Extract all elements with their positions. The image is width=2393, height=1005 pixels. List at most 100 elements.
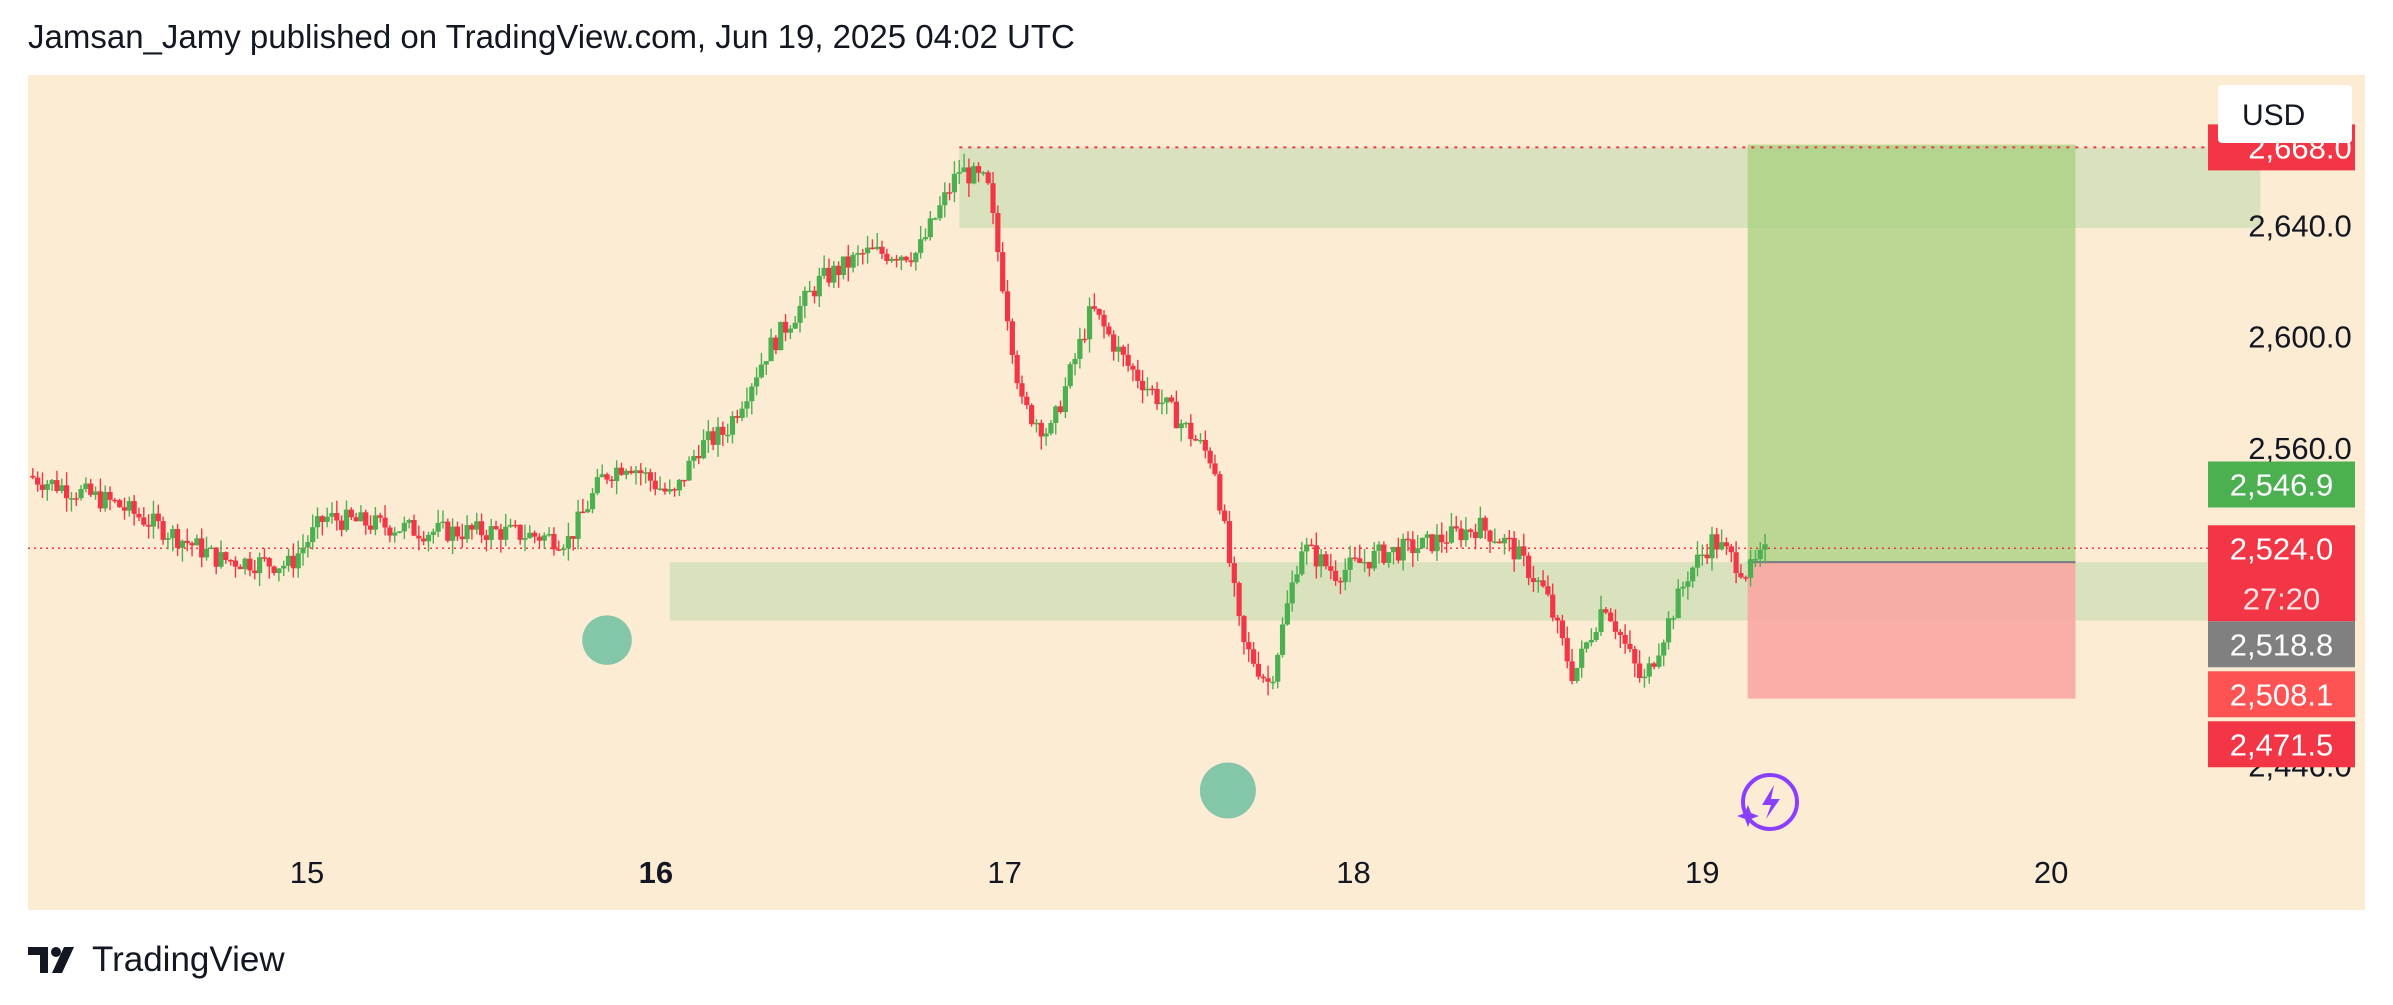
candle-body — [1236, 583, 1242, 616]
candle-body — [1328, 566, 1334, 571]
candle-body — [1202, 439, 1208, 451]
candle-body — [1636, 663, 1643, 679]
candle-body — [1608, 612, 1614, 622]
candle-body — [1173, 401, 1179, 429]
candle-body — [411, 519, 417, 536]
candle-body — [1709, 534, 1715, 559]
candle-body — [276, 568, 282, 574]
candle-body — [353, 517, 359, 522]
candle-body — [1627, 643, 1633, 649]
x-tick-label: 18 — [1336, 855, 1370, 890]
candle-body — [614, 467, 620, 482]
candle-body — [300, 547, 306, 554]
candle-body — [1231, 563, 1237, 584]
candle-body — [1477, 517, 1483, 539]
position-target-zone[interactable] — [1747, 144, 2076, 563]
candle-body — [1168, 397, 1175, 402]
candle-body — [749, 386, 755, 402]
candle-body — [956, 172, 962, 174]
currency-button[interactable]: USD — [2218, 85, 2352, 143]
candle-body — [879, 246, 885, 254]
candle-body — [995, 213, 1001, 253]
candle-body — [1501, 537, 1508, 544]
candle-body — [1067, 364, 1073, 387]
candle-body — [150, 513, 157, 527]
candle-body — [1564, 638, 1570, 662]
candle-body — [203, 548, 210, 558]
candle-body — [667, 489, 673, 492]
candle-body — [1149, 388, 1155, 391]
candle-body — [218, 552, 224, 567]
position-stop-zone[interactable] — [1747, 562, 2076, 699]
candle-body — [975, 166, 982, 173]
marker-circle-0[interactable] — [582, 615, 632, 665]
candle-body — [1434, 534, 1440, 552]
candle-body — [305, 542, 311, 548]
candle-body — [488, 526, 494, 540]
candle-body — [927, 218, 933, 238]
candle-body — [1222, 510, 1228, 522]
candle-body — [459, 536, 465, 540]
candle-body — [1443, 542, 1450, 544]
candle-body — [609, 479, 615, 482]
candle-body — [1246, 642, 1252, 650]
price-chart[interactable]: 15 16 17 18 19 20 2,640.02,600.02,560.0 2,668… — [28, 75, 2365, 910]
candle-body — [971, 166, 977, 184]
candle-body — [112, 499, 118, 502]
candle-body — [990, 183, 996, 214]
candle-body — [623, 470, 629, 475]
marker-circle-1[interactable] — [1199, 762, 1256, 819]
flash-icon[interactable] — [1737, 773, 1799, 831]
candle-body — [676, 479, 682, 491]
candle-body — [1632, 648, 1638, 664]
candle-body — [517, 524, 523, 540]
price-label: 2,471.5 — [2230, 727, 2333, 762]
candle-body — [199, 538, 205, 558]
markers-layer — [582, 615, 1256, 819]
currency-button-label[interactable]: USD — [2242, 99, 2305, 132]
candle-body — [131, 501, 137, 514]
candle-body — [705, 431, 711, 441]
candle-body — [1511, 537, 1517, 560]
y-axis: 2,640.0 2,600.0 2,560.0 — [2248, 208, 2351, 466]
candle-body — [1057, 406, 1064, 413]
candle-body — [1072, 358, 1078, 365]
candle-body — [628, 470, 634, 474]
candle-body — [271, 566, 277, 574]
candle-body — [1448, 526, 1455, 543]
candle-body — [314, 516, 321, 528]
candle-body — [454, 526, 461, 537]
candle-body — [1053, 406, 1059, 424]
candle-body — [903, 256, 909, 261]
candle-body — [1024, 396, 1030, 406]
candle-body — [551, 533, 557, 550]
candle-body — [1468, 529, 1474, 532]
candle-body — [1096, 308, 1102, 315]
x-tick-label: 20 — [2034, 855, 2068, 890]
countdown-label: 27:20 — [2243, 581, 2321, 616]
candle-body — [435, 522, 441, 532]
candle-body — [512, 524, 518, 527]
candle-body — [1559, 620, 1565, 639]
candle-body — [1439, 534, 1445, 543]
candle-body — [1506, 537, 1512, 540]
candle-body — [1492, 541, 1498, 544]
candle-body — [985, 172, 991, 184]
candle-body — [1048, 423, 1054, 434]
candle-body — [1410, 539, 1416, 554]
candle-body — [39, 484, 46, 490]
candle-body — [319, 516, 325, 522]
chart-area[interactable]: 15 16 17 18 19 20 2,640.0 2,600.0 2,560.0 2,668… — [28, 75, 2365, 910]
candle-body — [1733, 552, 1739, 574]
candle-body — [1598, 609, 1604, 633]
candle-body — [893, 258, 900, 261]
candle-body — [570, 536, 576, 539]
candle-body — [585, 509, 591, 513]
candle-body — [507, 524, 514, 527]
candle-body — [242, 558, 248, 570]
candle-body — [1728, 546, 1734, 553]
candle-body — [339, 520, 345, 530]
candle-body — [782, 321, 789, 333]
price-label: 2,546.9 — [2230, 468, 2333, 503]
price-label: 2,518.8 — [2230, 627, 2333, 662]
